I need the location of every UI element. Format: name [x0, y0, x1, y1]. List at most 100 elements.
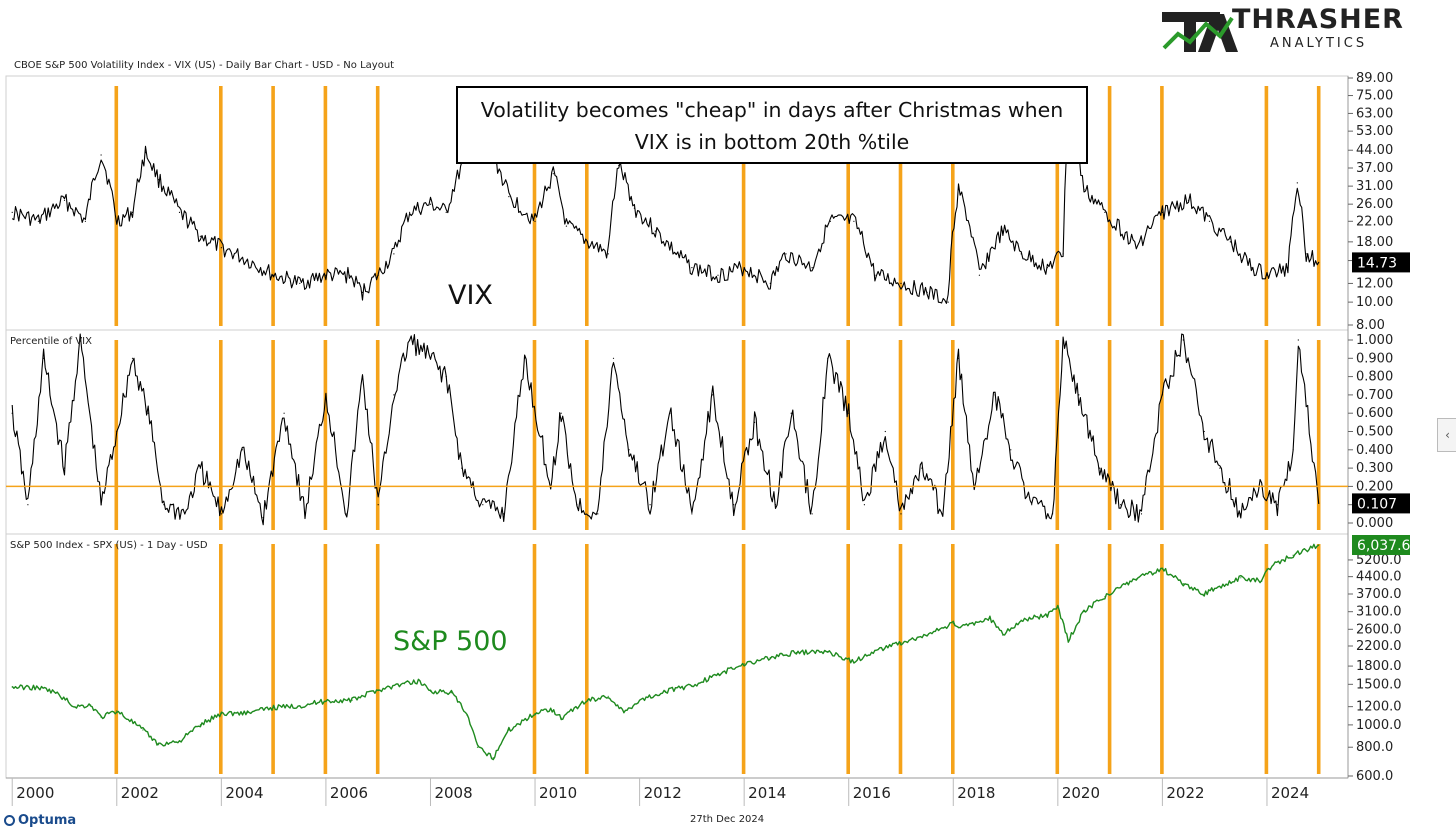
x-tick-label-2: 2004 — [225, 784, 263, 802]
data-point-0-50 — [1002, 231, 1003, 232]
last-value-label-1: 0.107 — [1357, 496, 1397, 512]
data-point-2-30 — [608, 696, 609, 697]
data-point-0-21 — [430, 204, 431, 205]
data-point-1-7 — [132, 358, 133, 359]
data-point-1-28 — [524, 358, 525, 359]
data-point-2-9 — [179, 741, 180, 742]
highlight-bar-9-2 — [899, 544, 903, 774]
data-point-0-31 — [608, 253, 609, 254]
data-point-1-1 — [27, 504, 28, 505]
y-tick-label-2-8: 1200.0 — [1356, 700, 1402, 715]
data-point-1-11 — [200, 468, 201, 469]
highlight-bar-7-2 — [742, 544, 746, 774]
data-point-0-26 — [508, 196, 509, 197]
highlight-bar-6-1 — [585, 340, 589, 530]
highlight-bar-2-2 — [271, 544, 275, 774]
data-point-2-6 — [116, 710, 117, 711]
highlight-bar-3-1 — [324, 340, 328, 530]
highlight-bar-12-0 — [1108, 86, 1112, 326]
x-tick-label-12: 2024 — [1271, 784, 1309, 802]
data-point-1-36 — [670, 413, 671, 414]
data-point-0-37 — [717, 275, 718, 276]
data-point-0-46 — [927, 292, 928, 293]
data-point-2-29 — [587, 700, 588, 701]
data-point-1-54 — [1010, 449, 1011, 450]
highlight-bar-1-0 — [219, 86, 223, 326]
data-point-2-1 — [38, 687, 39, 688]
data-point-2-23 — [477, 747, 478, 748]
data-point-1-31 — [576, 504, 577, 505]
y-tick-label-2-9: 1000.0 — [1356, 718, 1402, 733]
y-tick-label-0-13: 8.00 — [1356, 318, 1385, 333]
y-tick-label-1-3: 0.700 — [1356, 388, 1393, 403]
data-point-2-28 — [561, 718, 562, 719]
data-point-1-35 — [650, 504, 651, 505]
series-line-1 — [12, 334, 1319, 525]
data-point-1-25 — [461, 468, 462, 469]
data-point-1-56 — [1052, 513, 1053, 514]
data-point-0-10 — [200, 236, 201, 237]
y-tick-label-2-2: 3700.0 — [1356, 587, 1402, 602]
data-point-0-35 — [676, 253, 677, 254]
data-point-1-66 — [1240, 513, 1241, 514]
data-point-0-3 — [85, 221, 86, 222]
chevron-left-icon: ‹ — [1445, 428, 1450, 442]
data-point-1-50 — [942, 513, 943, 514]
data-point-1-57 — [1063, 339, 1064, 340]
chart-stage: 89.00 75.00 63.00 53.00 44.00 37.00 31.00 26.00… — [0, 0, 1456, 836]
data-point-2-53 — [1104, 596, 1105, 597]
y-tick-label-2-0: 5200.0 — [1356, 553, 1402, 568]
data-point-1-9 — [163, 504, 164, 505]
data-point-2-22 — [467, 715, 468, 716]
x-tick-label-5: 2010 — [539, 784, 577, 802]
data-point-2-37 — [770, 657, 771, 658]
x-tick-label-4: 2008 — [434, 784, 472, 802]
highlight-bar-14-2 — [1265, 544, 1269, 774]
highlight-bar-12-2 — [1108, 544, 1112, 774]
data-point-1-26 — [482, 504, 483, 505]
data-point-1-38 — [712, 394, 713, 395]
data-point-1-71 — [1318, 503, 1319, 504]
data-point-0-9 — [179, 212, 180, 213]
x-tick-label-10: 2020 — [1062, 784, 1100, 802]
data-point-1-27 — [503, 513, 504, 514]
x-tick-label-9: 2018 — [957, 784, 995, 802]
y-tick-label-2-1: 4400.0 — [1356, 570, 1402, 585]
data-point-2-38 — [796, 652, 797, 653]
data-point-2-57 — [1204, 593, 1205, 594]
data-point-1-17 — [325, 394, 326, 395]
data-point-0-58 — [1162, 212, 1163, 213]
data-point-0-51 — [1021, 253, 1022, 254]
highlight-bar-10-1 — [951, 340, 955, 530]
data-point-1-0 — [12, 413, 13, 414]
data-point-0-56 — [1104, 212, 1105, 213]
data-point-2-34 — [691, 685, 692, 686]
data-point-0-52 — [1047, 267, 1048, 268]
data-point-2-35 — [717, 674, 718, 675]
y-tick-label-2-5: 2200.0 — [1356, 639, 1402, 654]
data-point-2-32 — [639, 700, 640, 701]
data-point-0-39 — [770, 283, 771, 284]
data-point-2-63 — [1318, 544, 1319, 545]
data-point-2-19 — [419, 680, 420, 681]
data-point-0-2 — [64, 200, 65, 201]
data-point-0-11 — [221, 247, 222, 248]
data-point-0-63 — [1266, 275, 1267, 276]
series-line-2 — [12, 544, 1319, 759]
data-point-2-41 — [874, 650, 875, 651]
data-point-0-18 — [378, 275, 379, 276]
data-point-1-60 — [1120, 504, 1121, 505]
x-tick-label-11: 2022 — [1166, 784, 1204, 802]
data-point-1-6 — [116, 431, 117, 432]
data-point-2-0 — [12, 686, 13, 687]
data-point-0-43 — [853, 221, 854, 222]
highlight-bar-7-1 — [742, 340, 746, 530]
data-point-1-34 — [629, 449, 630, 450]
highlight-bar-8-1 — [846, 340, 850, 530]
data-point-2-33 — [665, 691, 666, 692]
data-point-2-31 — [623, 712, 624, 713]
highlight-bar-11-2 — [1056, 544, 1060, 774]
side-panel-toggle[interactable]: ‹ — [1437, 418, 1456, 452]
y-tick-label-1-2: 0.800 — [1356, 370, 1393, 385]
data-point-0-65 — [1297, 182, 1298, 183]
